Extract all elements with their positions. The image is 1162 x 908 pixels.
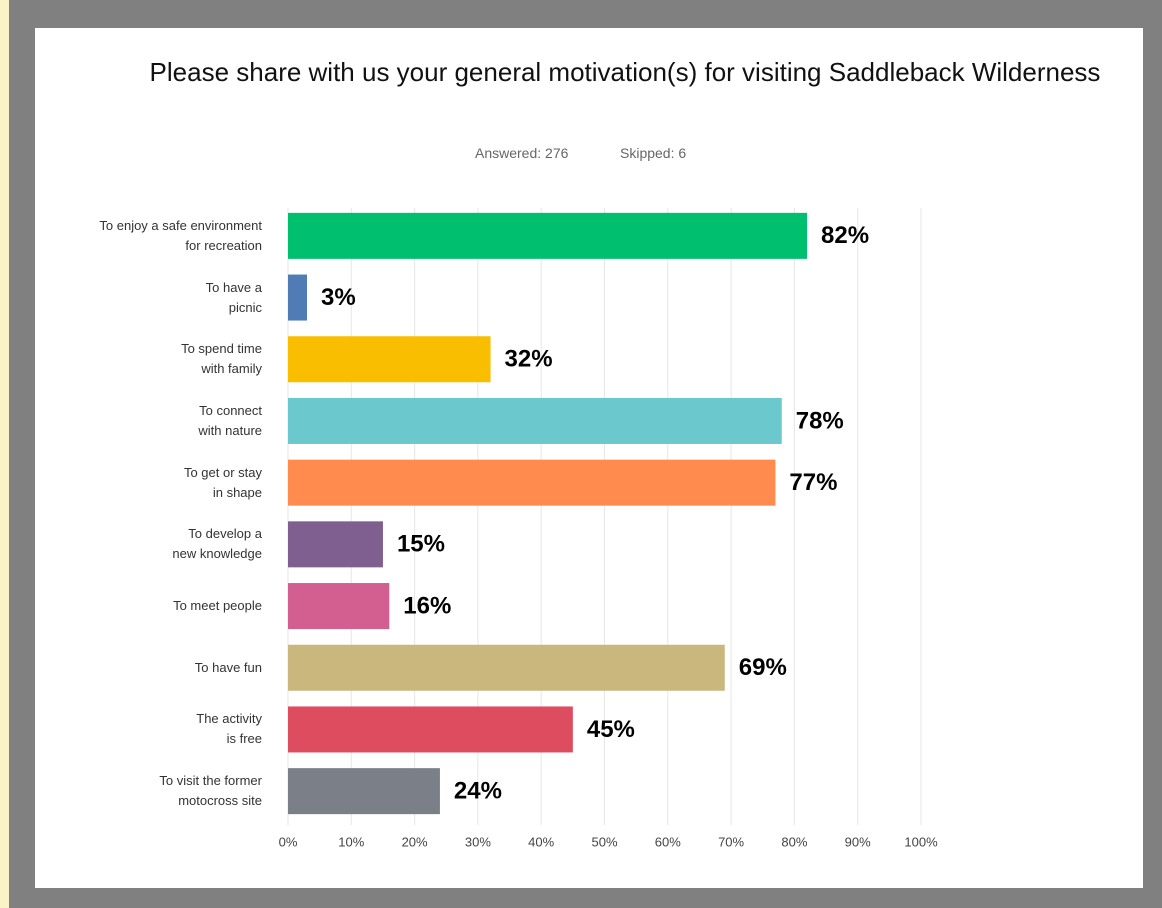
category-label: To meet people — [173, 598, 262, 614]
chart-title: Please share with us your general motiva… — [149, 57, 1101, 87]
category-label: To develop a new knowledge — [172, 526, 262, 562]
value-label: 32% — [505, 346, 553, 373]
chart: 0% 10% 20% 30% 40% 50% 60% 70% 80% 90% 100% 82% 3% 32… — [279, 208, 938, 849]
category-label: To have a picnic — [205, 279, 262, 315]
x-tick-label: 50% — [591, 834, 617, 849]
bar — [288, 768, 440, 815]
category-label: The activity is free — [196, 711, 262, 747]
x-tick-label: 70% — [718, 834, 744, 849]
x-tick-label: 40% — [528, 834, 554, 849]
bar — [288, 521, 383, 568]
category-label: To visit the former motocross site — [159, 773, 262, 809]
value-label: 82% — [821, 222, 869, 249]
bar — [288, 212, 808, 259]
skipped-count: Skipped: 6 — [620, 145, 687, 161]
value-label: 69% — [739, 654, 787, 681]
bar — [288, 706, 573, 753]
x-tick-label: 10% — [338, 834, 364, 849]
x-tick-label: 30% — [465, 834, 491, 849]
category-label: To get or stay in shape — [183, 464, 262, 500]
value-label: 45% — [587, 716, 635, 743]
x-tick-label: 0% — [279, 834, 298, 849]
value-label: 16% — [403, 592, 451, 619]
category-label: To spend time with family — [181, 341, 262, 377]
value-label: 3% — [321, 284, 356, 311]
edge-strip — [0, 0, 9, 908]
category-label: To connect with nature — [198, 402, 262, 438]
bar — [288, 644, 725, 691]
bar — [288, 397, 782, 444]
x-tick-label: 80% — [781, 834, 807, 849]
bar — [288, 583, 390, 630]
x-tick-label: 90% — [845, 834, 871, 849]
answered-count: Answered: 276 — [475, 145, 569, 161]
value-label: 77% — [789, 469, 837, 496]
category-label: To enjoy a safe environment for recreati… — [99, 217, 262, 253]
bar — [288, 336, 491, 383]
x-tick-label: 100% — [904, 834, 938, 849]
value-label: 24% — [454, 777, 502, 804]
value-label: 78% — [796, 407, 844, 434]
chart-panel: Please share with us your general motiva… — [35, 28, 1143, 888]
bar — [288, 274, 307, 321]
x-tick-label: 60% — [655, 834, 681, 849]
value-label: 15% — [397, 531, 445, 558]
category-label: To have fun — [194, 659, 262, 675]
x-tick-label: 20% — [402, 834, 428, 849]
bar — [288, 459, 776, 506]
